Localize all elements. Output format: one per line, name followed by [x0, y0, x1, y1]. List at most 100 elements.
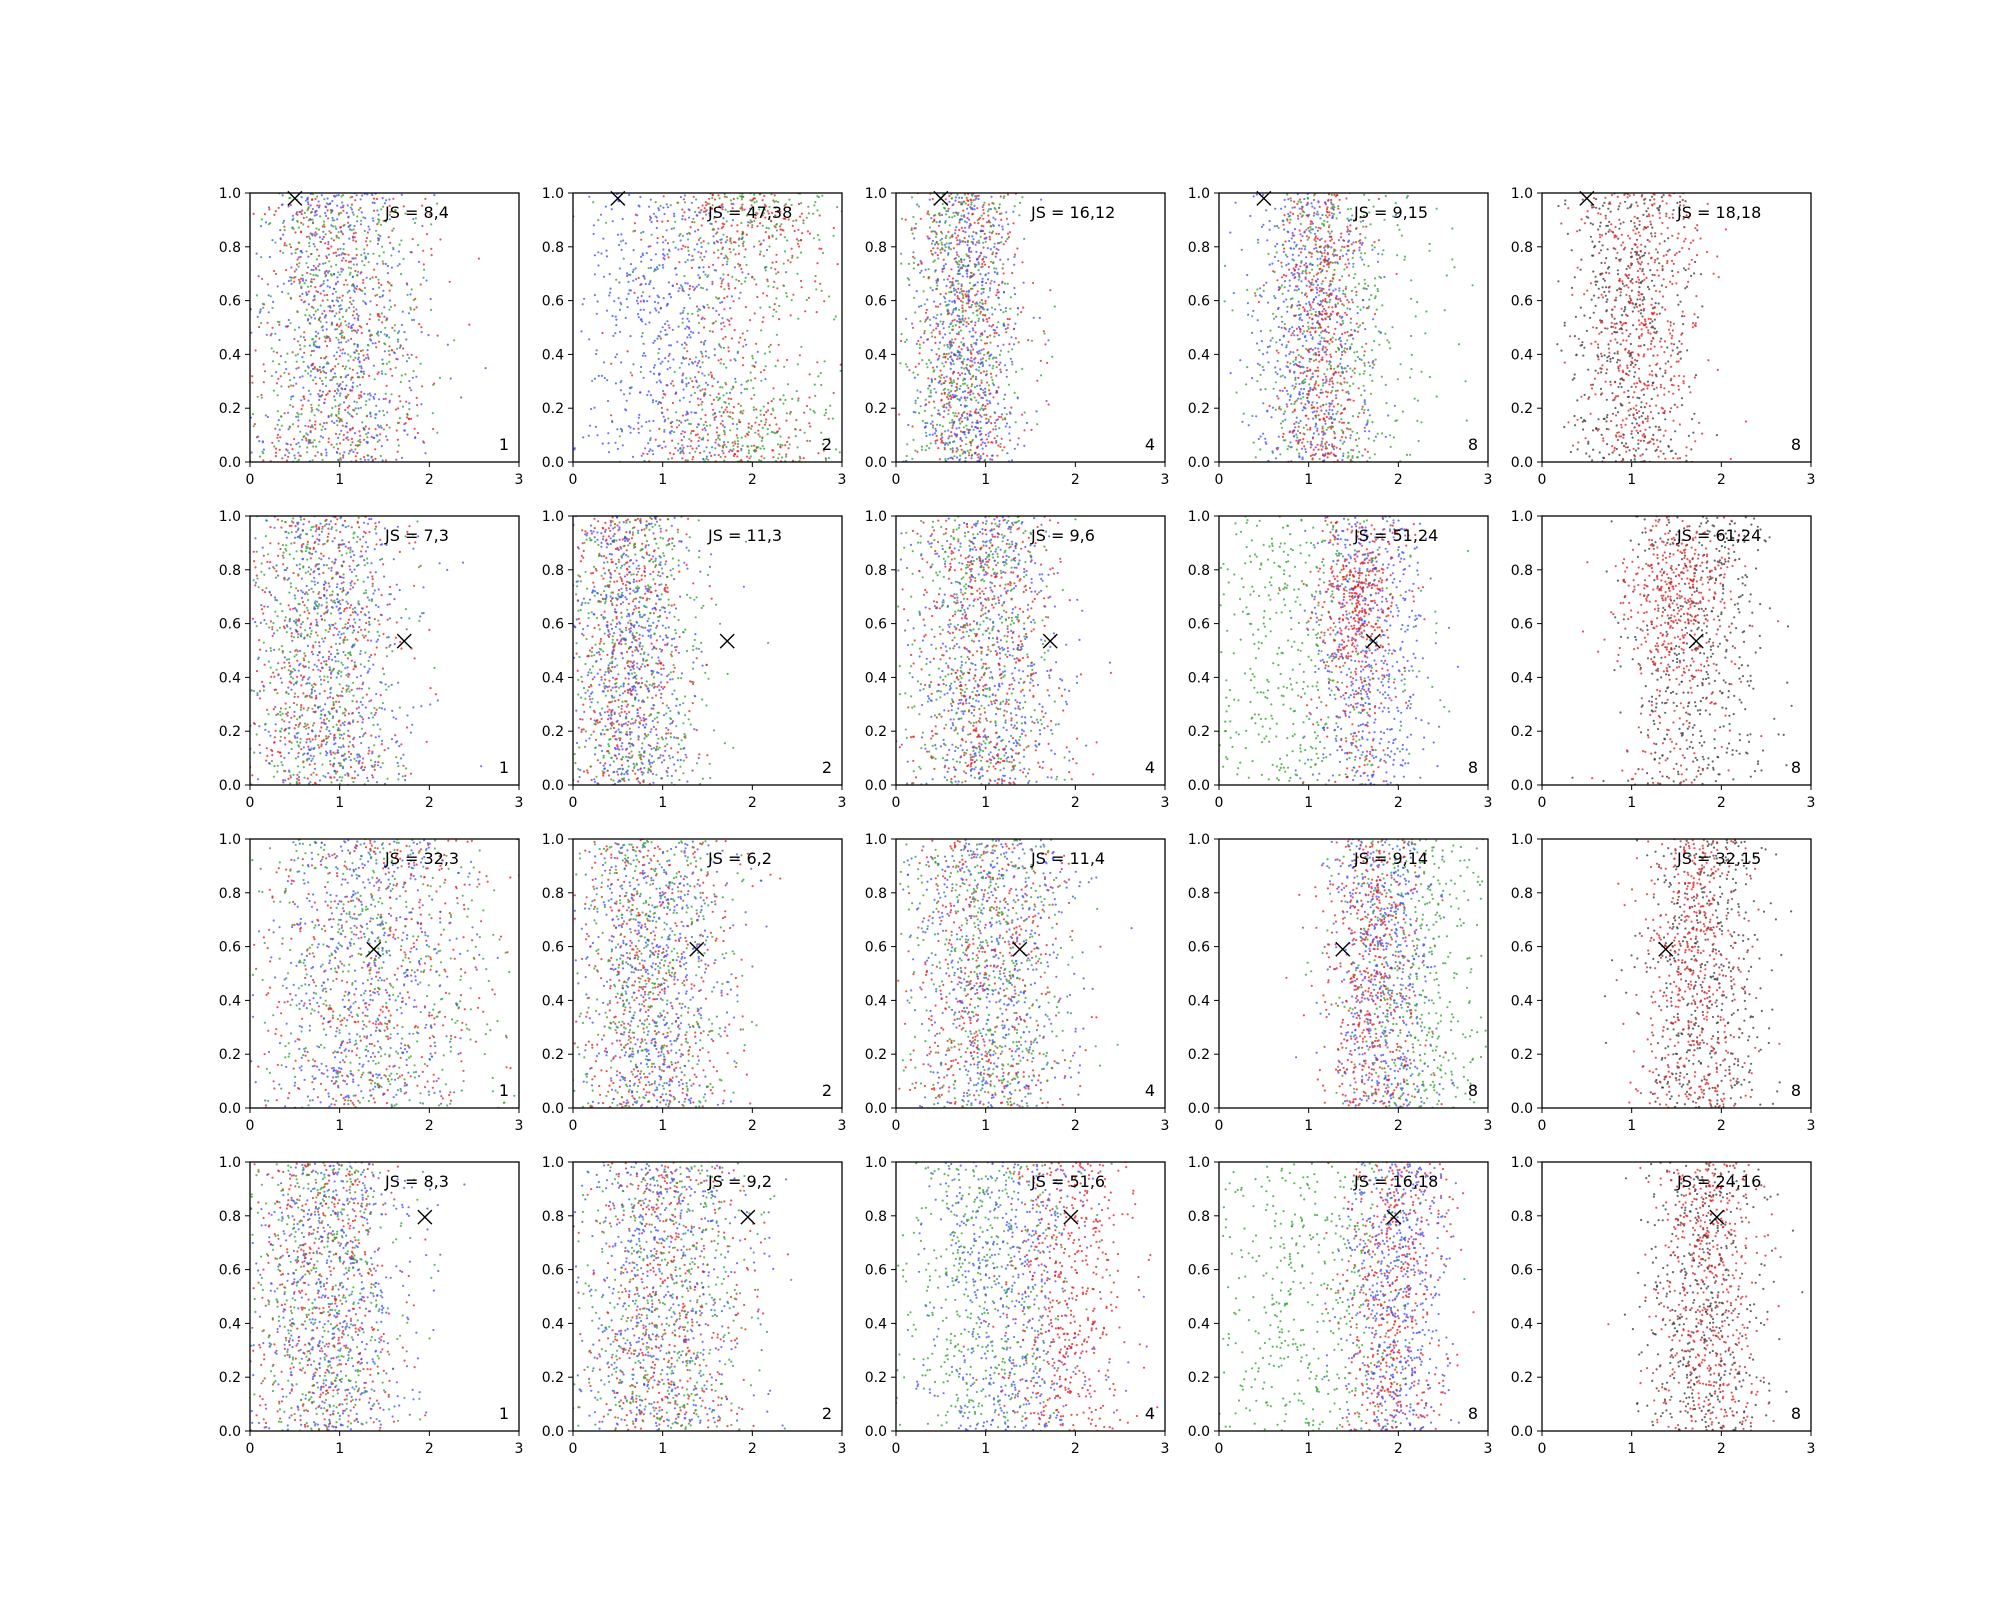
- scatter-point: [692, 385, 695, 389]
- scatter-point: [963, 320, 966, 323]
- scatter-point: [378, 295, 381, 298]
- scatter-point: [1346, 381, 1349, 384]
- scatter-point: [750, 204, 753, 207]
- scatter-point: [330, 224, 333, 227]
- scatter-point: [1008, 231, 1012, 234]
- scatter-point: [935, 353, 938, 356]
- scatter-point: [686, 282, 689, 285]
- scatter-point: [755, 283, 758, 286]
- scatter-point: [377, 233, 380, 236]
- scatter-point: [742, 409, 745, 412]
- scatter-point: [1339, 249, 1342, 252]
- scatter-point: [963, 410, 966, 414]
- scatter-point: [687, 381, 690, 385]
- scatter-point: [603, 376, 606, 380]
- scatter-point: [340, 267, 343, 270]
- scatter-point: [1352, 382, 1355, 385]
- scatter-point: [691, 285, 694, 288]
- scatter-point: [957, 255, 960, 258]
- scatter-point: [966, 358, 969, 361]
- scatter-point: [1025, 421, 1029, 425]
- scatter-point: [987, 296, 990, 299]
- scatter-point: [381, 372, 384, 375]
- scatter-point: [1410, 367, 1413, 371]
- scatter-point: [390, 393, 393, 396]
- scatter-point: [1323, 337, 1326, 340]
- scatter-point: [323, 357, 326, 360]
- scatter-point: [977, 194, 980, 197]
- scatter-point: [1005, 331, 1008, 334]
- scatter-point: [966, 428, 969, 431]
- scatter-point: [324, 340, 327, 343]
- scatter-point: [936, 284, 939, 287]
- scatter-point: [737, 238, 741, 241]
- scatter-point: [678, 366, 681, 369]
- scatter-point: [632, 268, 635, 271]
- scatter-point: [977, 445, 980, 448]
- js-label: JS = 47,38: [707, 203, 792, 222]
- scatter-point: [719, 212, 722, 215]
- scatter-point: [621, 444, 624, 447]
- scatter-point: [775, 223, 778, 226]
- scatter-point: [768, 205, 771, 209]
- scatter-point: [353, 236, 356, 239]
- scatter-point: [1003, 364, 1007, 367]
- scatter-point: [1413, 397, 1416, 400]
- scatter-point: [975, 293, 978, 296]
- scatter-point: [772, 397, 775, 400]
- scatter-point: [1376, 290, 1380, 293]
- scatter-point: [378, 237, 381, 240]
- scatter-point: [408, 386, 411, 389]
- scatter-point: [394, 408, 398, 411]
- scatter-point: [348, 237, 351, 240]
- scatter-point: [962, 209, 965, 212]
- scatter-point: [966, 217, 969, 220]
- scatter-point: [724, 241, 727, 244]
- scatter-point: [1320, 442, 1323, 445]
- scatter-point: [430, 308, 433, 311]
- scatter-point: [1373, 439, 1376, 442]
- scatter-point: [637, 427, 640, 430]
- scatter-point: [982, 370, 986, 373]
- scatter-point: [947, 413, 950, 416]
- scatter-point: [1253, 292, 1257, 295]
- scatter-point: [287, 318, 290, 322]
- scatter-point: [271, 326, 274, 329]
- scatter-point: [654, 307, 657, 310]
- scatter-point: [302, 223, 305, 226]
- scatter-point: [343, 223, 346, 226]
- scatter-point: [1012, 328, 1016, 331]
- scatter-point: [1350, 328, 1353, 331]
- scatter-point: [1346, 217, 1349, 220]
- scatter-point: [997, 321, 1000, 324]
- scatter-point: [1347, 421, 1350, 424]
- scatter-point: [1321, 255, 1324, 258]
- scatter-point: [704, 414, 707, 417]
- scatter-point: [661, 446, 664, 449]
- scatter-point: [593, 406, 596, 409]
- scatter-point: [776, 359, 779, 362]
- scatter-point: [989, 282, 992, 285]
- scatter-point: [816, 234, 820, 237]
- scatter-point: [307, 235, 311, 238]
- scatter-point: [820, 383, 823, 387]
- scatter-point: [721, 222, 724, 225]
- scatter-point: [947, 457, 950, 460]
- scatter-point: [990, 279, 993, 282]
- scatter-point: [912, 410, 915, 414]
- scatter-point: [1337, 346, 1340, 350]
- scatter-point: [357, 270, 360, 273]
- scatter-point: [619, 301, 622, 304]
- scatter-point: [958, 351, 962, 354]
- scatter-point: [341, 352, 344, 355]
- scatter-point: [992, 224, 995, 228]
- scatter-point: [928, 226, 932, 229]
- scatter-point: [332, 273, 336, 276]
- scatter-point: [970, 240, 973, 243]
- scatter-point: [669, 366, 672, 369]
- scatter-point: [778, 453, 781, 456]
- scatter-point: [276, 320, 279, 323]
- scatter-point: [988, 231, 991, 234]
- scatter-point: [1409, 453, 1412, 456]
- scatter-point: [680, 343, 684, 346]
